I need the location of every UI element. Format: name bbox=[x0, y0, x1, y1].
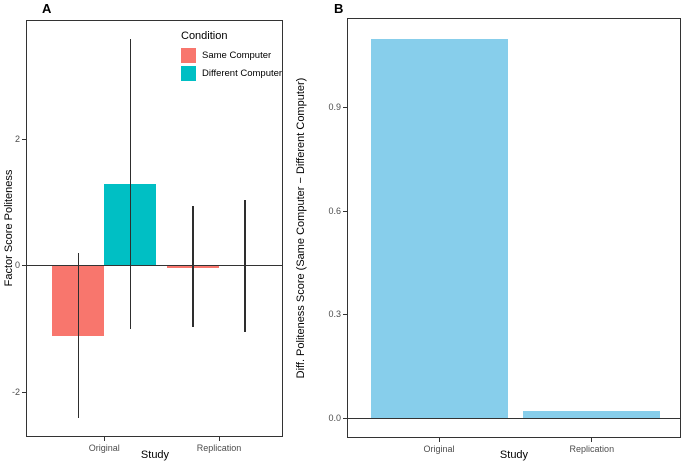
bar-diff-replication bbox=[523, 411, 661, 419]
panel-a-x-axis-title: Study bbox=[140, 449, 170, 461]
panel-a-plot-area bbox=[26, 20, 283, 437]
y-tick-label-b: 0.0 bbox=[328, 412, 341, 423]
panel-b-x-axis-title: Study bbox=[499, 449, 529, 461]
panel-a-y-axis-title: Factor Score Politeness bbox=[3, 169, 15, 287]
legend-label-same-computer: Same Computer bbox=[202, 49, 272, 61]
y-tick-label-a: 2 bbox=[14, 133, 20, 144]
legend-title: Condition bbox=[181, 30, 228, 42]
x-tick-mark-b bbox=[438, 438, 440, 442]
y-tick-mark-a bbox=[22, 138, 26, 140]
legend-condition: Condition Same Computer Different Comput… bbox=[181, 30, 282, 82]
x-tick-label-a: Replication bbox=[196, 443, 242, 453]
legend-label-different-computer: Different Computer bbox=[202, 67, 283, 79]
x-tick-label-a: Original bbox=[88, 443, 120, 453]
bar-diff-original bbox=[370, 39, 508, 418]
y-tick-mark-b bbox=[343, 210, 347, 212]
x-tick-mark-a bbox=[218, 437, 220, 441]
panel-a-label: A bbox=[42, 1, 52, 16]
x-tick-label-b: Replication bbox=[569, 444, 615, 454]
error-bar-replication-same-computer bbox=[192, 206, 194, 327]
zero-line-panel-a bbox=[26, 265, 283, 267]
error-bar-original-different-computer bbox=[129, 39, 132, 330]
y-tick-mark-b bbox=[343, 417, 347, 419]
legend-item-different-computer: Different Computer bbox=[181, 64, 282, 82]
x-tick-mark-a bbox=[103, 437, 105, 441]
y-tick-label-b: 0.9 bbox=[328, 102, 341, 113]
legend-item-same-computer: Same Computer bbox=[181, 46, 282, 64]
y-tick-mark-b bbox=[343, 107, 347, 109]
x-tick-label-b: Original bbox=[423, 444, 455, 454]
error-bar-original-same-computer bbox=[77, 253, 80, 418]
panel-b-y-axis-title: Diff. Politeness Score (Same Computer − … bbox=[295, 77, 307, 379]
legend-swatch-different-computer bbox=[181, 65, 196, 81]
zero-line-panel-b bbox=[347, 417, 681, 419]
legend-swatch-same-computer bbox=[181, 47, 196, 63]
y-tick-label-b: 0.3 bbox=[328, 309, 341, 320]
y-tick-mark-a bbox=[22, 265, 26, 267]
x-tick-mark-b bbox=[591, 438, 593, 442]
y-tick-label-a: 0 bbox=[14, 260, 20, 271]
y-tick-mark-a bbox=[22, 392, 26, 394]
panel-b-label: B bbox=[334, 1, 344, 16]
y-tick-label-a: -2 bbox=[11, 387, 20, 398]
y-tick-label-b: 0.6 bbox=[328, 205, 341, 216]
panel-b-plot-area bbox=[347, 18, 681, 438]
error-bar-replication-different-computer bbox=[244, 199, 246, 332]
y-tick-mark-b bbox=[343, 314, 347, 316]
